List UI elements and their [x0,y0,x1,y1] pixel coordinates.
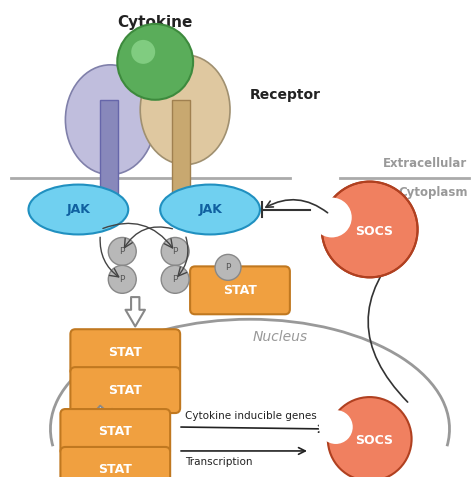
Text: Extracellular: Extracellular [383,157,467,170]
Text: Cytokine: Cytokine [118,15,193,30]
Ellipse shape [160,185,260,234]
Circle shape [319,410,353,444]
Text: Transcription: Transcription [185,457,253,467]
Circle shape [161,265,189,293]
FancyBboxPatch shape [70,367,180,413]
FancyBboxPatch shape [60,447,170,478]
FancyBboxPatch shape [70,329,180,375]
Circle shape [215,254,241,281]
Text: JAK: JAK [198,203,222,216]
Circle shape [312,197,352,238]
Text: Nucleus: Nucleus [252,330,308,344]
Text: P: P [119,247,125,256]
Text: SOCS: SOCS [355,435,392,447]
Bar [172,100,190,199]
FancyBboxPatch shape [190,266,290,314]
Text: JAK: JAK [66,203,91,216]
Circle shape [108,238,136,265]
Text: STAT: STAT [109,346,142,358]
Text: STAT: STAT [109,383,142,397]
Text: SOCS: SOCS [355,225,392,238]
Text: P: P [225,263,231,272]
Bar [100,100,118,199]
Text: P: P [119,275,125,284]
Text: STAT: STAT [98,463,132,477]
Text: P: P [173,275,178,284]
FancyBboxPatch shape [60,409,170,455]
Text: Cytoplasm: Cytoplasm [398,185,467,198]
Circle shape [131,40,155,64]
Ellipse shape [65,65,155,174]
Text: Receptor: Receptor [250,88,321,102]
Text: STAT: STAT [223,284,257,297]
Circle shape [322,182,418,277]
Ellipse shape [140,55,230,164]
Ellipse shape [28,185,128,234]
Circle shape [108,265,136,293]
Text: STAT: STAT [98,425,132,438]
Circle shape [328,397,411,478]
Circle shape [161,238,189,265]
Text: Cytokine inducible genes: Cytokine inducible genes [185,411,317,421]
Circle shape [117,24,193,100]
Text: P: P [173,247,178,256]
